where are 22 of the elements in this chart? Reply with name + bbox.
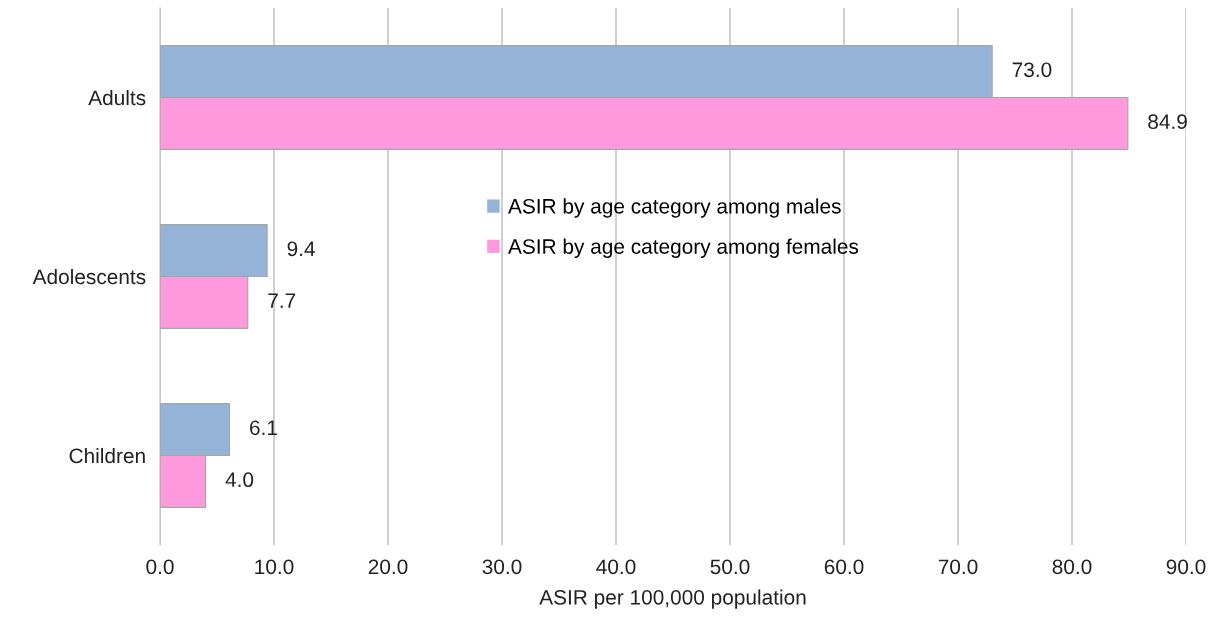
x-tick-label: 10.0 [255, 559, 294, 575]
data-label: 73.0 [1012, 62, 1052, 78]
x-tick-label: 60.0 [824, 559, 864, 575]
y-tick-label: Children [69, 447, 145, 464]
x-tick-label: 20.0 [368, 559, 408, 575]
y-tick-label: Adolescents [32, 268, 146, 285]
x-tick-label: 50.0 [710, 559, 750, 575]
y-tick-label: Adults [88, 89, 146, 106]
x-tick-label: 0.0 [146, 559, 174, 575]
x-tick-label: 90.0 [1166, 559, 1206, 575]
x-tick-label: 40.0 [596, 559, 636, 575]
x-tick-label: 80.0 [1052, 559, 1092, 575]
legend-label: ASIR by age category among males [508, 198, 841, 218]
data-label: 9.4 [287, 241, 315, 257]
x-tick-label: 70.0 [938, 559, 978, 575]
legend-label: ASIR by age category among females [508, 238, 859, 259]
data-label: 7.7 [268, 293, 296, 308]
data-label: 6.1 [250, 420, 277, 436]
data-label: 84.9 [1148, 114, 1187, 130]
x-axis-title: ASIR per 100,000 population [539, 589, 806, 609]
x-tick-label: 30.0 [482, 559, 522, 575]
data-label: 4.0 [225, 472, 254, 488]
